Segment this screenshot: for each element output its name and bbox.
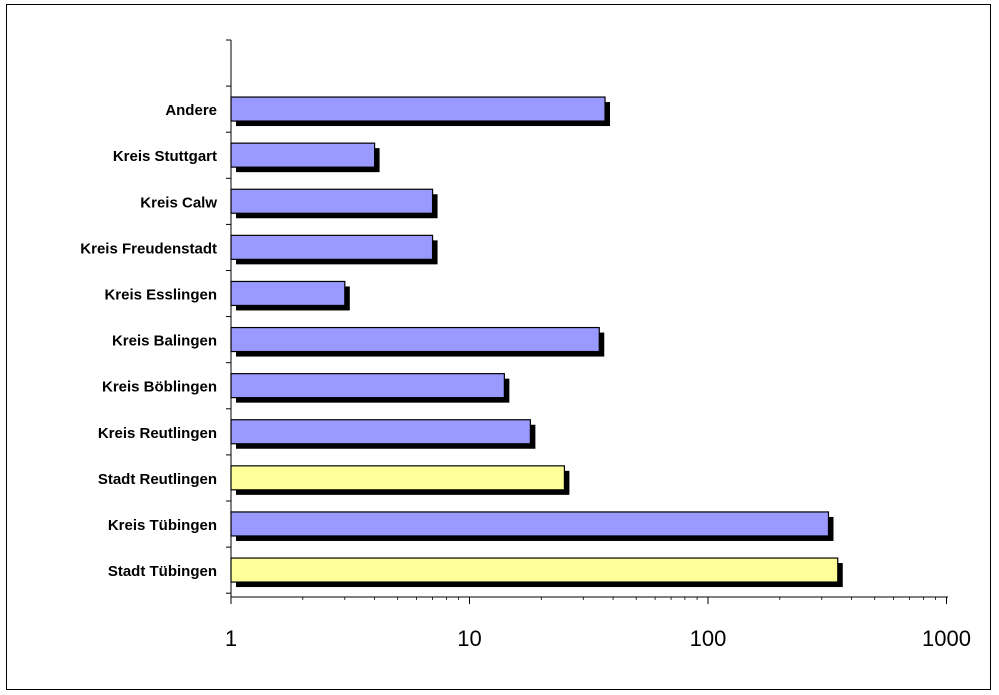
bar-stadt-tübingen (231, 558, 838, 582)
category-label-kreis-balingen: Kreis Balingen (112, 333, 217, 350)
bar-kreis-stuttgart (231, 143, 375, 167)
category-label-kreis-böblingen: Kreis Böblingen (102, 379, 217, 396)
bar-kreis-reutlingen (231, 420, 530, 444)
x-tick-label-10: 10 (457, 626, 481, 651)
category-label-kreis-reutlingen: Kreis Reutlingen (98, 425, 217, 442)
bar-stadt-reutlingen (231, 466, 564, 490)
category-label-kreis-calw: Kreis Calw (140, 194, 217, 211)
bar-kreis-calw (231, 189, 433, 213)
category-label-kreis-stuttgart: Kreis Stuttgart (113, 148, 217, 165)
bar-andere (231, 97, 605, 121)
x-tick-label-1: 1 (225, 626, 237, 651)
x-tick-label-1000: 1000 (922, 626, 971, 651)
bar-kreis-balingen (231, 328, 599, 352)
category-label-kreis-tübingen: Kreis Tübingen (108, 517, 217, 534)
category-label-andere: Andere (165, 102, 217, 119)
bar-kreis-tübingen (231, 512, 828, 536)
category-label-stadt-tübingen: Stadt Tübingen (108, 563, 217, 580)
bar-kreis-böblingen (231, 374, 504, 398)
bar-kreis-esslingen (231, 281, 345, 305)
category-label-kreis-freudenstadt: Kreis Freudenstadt (80, 240, 217, 257)
category-label-kreis-esslingen: Kreis Esslingen (104, 286, 217, 303)
bar-kreis-freudenstadt (231, 235, 433, 259)
x-tick-label-100: 100 (690, 626, 727, 651)
category-label-stadt-reutlingen: Stadt Reutlingen (98, 471, 217, 488)
